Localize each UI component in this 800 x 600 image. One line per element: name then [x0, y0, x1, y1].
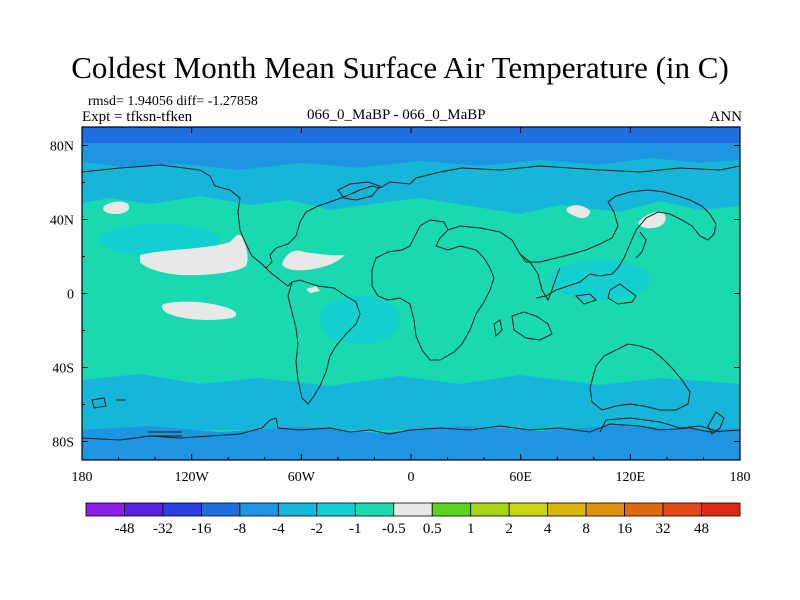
colorbar-label: 16: [617, 521, 633, 537]
colorbar-swatch: [624, 502, 664, 517]
experiment-label: Expt = tfksn-tfken: [82, 109, 193, 125]
patch-small-atlantic: [306, 286, 320, 293]
colorbar-label: -2: [311, 521, 324, 537]
field-arctic-band: [82, 127, 740, 143]
coast-antarctic-peninsula: [148, 431, 182, 437]
y-tick-label: 80N: [50, 140, 74, 155]
colorbar-swatch: [162, 502, 202, 517]
coast-maritime: [574, 283, 637, 305]
colorbar-label: -4: [272, 521, 285, 537]
rmsd-label: rmsd=: [88, 94, 124, 109]
colorbar-swatch: [239, 502, 279, 517]
colorbar-swatch: [701, 502, 741, 517]
colorbar-label: 2: [505, 521, 513, 537]
y-tick-label: 80S: [52, 436, 74, 451]
patch-north-atlantic: [282, 250, 345, 271]
colorbar-label: 32: [656, 521, 671, 537]
patch-north-central: [103, 201, 130, 214]
colorbar-swatch: [124, 502, 164, 517]
field-patch-tropical-2: [550, 260, 650, 300]
colorbar-swatch: [508, 502, 549, 517]
patch-west-pacific: [638, 211, 666, 229]
coast-indonesia-south: [511, 311, 553, 341]
rmsd-value: 1.94056: [127, 94, 173, 109]
field-patch-tropical-3: [100, 224, 220, 256]
coast-central-america: [261, 263, 293, 287]
colorbar-swatch: [585, 502, 625, 517]
coast-asia: [447, 189, 717, 299]
coast-north-america: [81, 164, 741, 269]
field-north-mid: [82, 158, 740, 214]
colorbar: -48 -32 -16 -8 -4 -2 -1 -0.5 0.5 1 2 4 8 16 32 48: [85, 502, 741, 537]
colorbar-swatch: [277, 502, 318, 517]
colorbar-swatch: [470, 502, 510, 517]
field-patch-tropical-1: [320, 296, 400, 344]
colorbar-swatch: [201, 502, 241, 517]
patch-north-pacific: [140, 234, 248, 276]
colorbar-label: 4: [544, 521, 552, 537]
coast-europe-africa: [371, 219, 495, 361]
coast-greenland: [337, 181, 381, 201]
colorbar-label: 0.5: [423, 521, 442, 537]
colorbar-label: -32: [153, 521, 173, 537]
case-label: 066_0_MaBP - 066_0_MaBP: [307, 107, 486, 123]
y-tick-label: 40S: [52, 362, 74, 377]
colorbar-swatch: [662, 502, 702, 517]
x-tick-label: 180: [730, 470, 751, 485]
x-tick-label: 0: [408, 470, 415, 485]
y-tick-label: 40N: [50, 214, 74, 229]
colorbar-swatch: [547, 502, 587, 517]
coastlines: [81, 164, 741, 441]
diff-value: -1.27858: [207, 94, 258, 109]
field-south-mid: [82, 374, 740, 430]
chart-title: Coldest Month Mean Surface Air Temperatu…: [71, 50, 729, 85]
colorbar-label: -1: [349, 521, 362, 537]
colorbar-label: -8: [234, 521, 247, 537]
x-tick-label: 60W: [288, 470, 316, 485]
coast-antarctica: [81, 417, 741, 441]
colorbar-swatch: [85, 502, 125, 517]
field-arctic-transition: [82, 143, 740, 170]
diff-label: diff=: [176, 94, 205, 109]
colorbar-swatch: [431, 502, 472, 517]
patch-east-pacific: [161, 301, 237, 320]
x-tick-label: 120E: [616, 470, 646, 485]
coast-antarctic-shelf: [599, 417, 721, 433]
y-tick-label: 0: [67, 288, 74, 303]
x-tick-label: 120W: [175, 470, 210, 485]
axes: 180 120W 60W 0 60E 120E 180 80N 40N 0 40S 80S: [50, 127, 751, 485]
colorbar-label: -48: [114, 521, 134, 537]
colorbar-swatch: [393, 502, 433, 517]
colorbar-swatch: [316, 502, 356, 517]
colorbar-label: -0.5: [382, 521, 406, 537]
coast-madagascar: [493, 319, 503, 338]
coast-india: [519, 253, 561, 302]
colorbar-label: 8: [582, 521, 590, 537]
season-label: ANN: [709, 109, 743, 125]
x-tick-label: 180: [72, 470, 93, 485]
colorbar-label: -16: [191, 521, 211, 537]
x-tick-label: 60E: [509, 470, 532, 485]
colorbar-label: 1: [467, 521, 475, 537]
coast-small-islands-1: [91, 397, 107, 409]
coast-australia: [589, 343, 691, 411]
colorbar-label: 48: [694, 521, 709, 537]
field-antarctic: [82, 425, 740, 460]
colorbar-swatch: [354, 502, 395, 517]
coast-japan: [635, 231, 647, 259]
stats-line: rmsd= 1.94056 diff= -1.27858: [88, 94, 258, 110]
coast-south-america: [287, 279, 361, 405]
patch-east-asia: [566, 205, 590, 219]
